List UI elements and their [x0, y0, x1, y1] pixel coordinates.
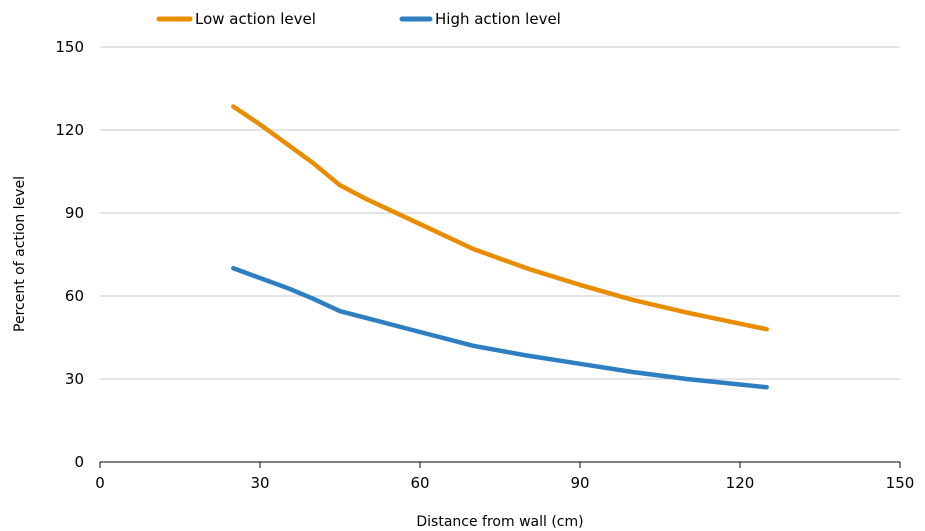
y-tick-label: 30: [65, 370, 84, 388]
y-axis-title: Percent of action level: [12, 176, 28, 332]
x-tick-label: 30: [250, 474, 269, 492]
x-axis-title: Distance from wall (cm): [416, 514, 583, 530]
y-tick-label: 0: [74, 453, 84, 471]
y-tick-label: 120: [55, 121, 84, 139]
series-line-high-action-level: [231, 266, 769, 390]
y-tick-labels: 0 30 60 90 120 150: [55, 38, 84, 471]
series-line-low-action-level: [231, 104, 769, 332]
y-tick-label: 90: [65, 204, 84, 222]
x-tick-label: 60: [410, 474, 429, 492]
gridlines: [100, 46, 900, 380]
y-tick-label: 150: [55, 38, 84, 56]
x-tick-label: 120: [726, 474, 755, 492]
y-tick-label: 60: [65, 287, 84, 305]
series-lines: [231, 104, 769, 390]
x-tick-label: 0: [95, 474, 105, 492]
x-tick-label: 150: [886, 474, 915, 492]
legend-label-high-action-level: High action level: [435, 10, 561, 28]
x-tick-label: 90: [570, 474, 589, 492]
legend: Low action level High action level: [156, 10, 561, 28]
x-tick-labels: 0 30 60 90 120 150: [95, 474, 914, 492]
x-tick-marks: [99, 462, 901, 468]
legend-label-low-action-level: Low action level: [195, 10, 316, 28]
